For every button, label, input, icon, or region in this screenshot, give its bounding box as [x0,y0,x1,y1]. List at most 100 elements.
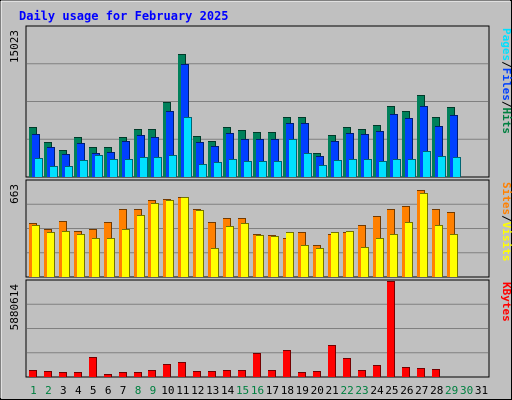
bar [259,161,267,177]
bar-fill [137,135,145,177]
bar [316,248,324,277]
bar [223,370,231,377]
bar [376,238,384,277]
bar [122,229,130,277]
legend-entry: Sites [500,182,512,215]
bar-fill [271,139,279,177]
bar [438,156,446,177]
bar [229,159,237,177]
bar-fill [62,154,70,177]
bar [196,210,204,277]
bar-fill [92,238,100,277]
bar [199,164,207,177]
x-tick-label: 14 [221,384,235,397]
legend-entry: Hits [500,108,512,135]
x-tick-label: 31 [475,384,488,397]
bar-fill [256,235,264,277]
bar [62,231,70,277]
bar [92,238,100,277]
bar-fill [151,203,159,277]
bar [169,155,177,177]
bar-fill [376,131,384,177]
bar-fill [274,161,282,177]
bar-fill [226,226,234,277]
bar-fill [346,133,354,177]
bar-fill [74,372,82,377]
bar [361,247,369,277]
bar-fill [89,357,97,377]
bar-fill [417,368,425,377]
panel-visits-max-label: 663 [8,184,21,204]
bar-fill [226,133,234,177]
series-kbytes [29,281,440,377]
x-tick-label: 1 [30,384,37,397]
x-tick-label: 7 [120,384,127,397]
bar-fill [50,166,58,177]
bar-fill [402,367,410,377]
x-tick-label: 10 [161,384,174,397]
bar-fill [453,157,461,177]
bar [289,139,297,177]
bar-fill [169,155,177,177]
bar-fill [334,160,342,177]
bar [29,370,37,377]
bar [298,372,306,377]
bar [211,248,219,277]
bar [134,372,142,377]
x-tick-label: 21 [326,384,339,397]
bar-fill [405,222,413,277]
x-tick-label: 6 [105,384,112,397]
bar-fill [229,159,237,177]
x-axis-labels: 1 2 3 4 5 6 7 8 9 10 11 12 13 14 15 16 17 18 19 20 21 22 23 24 2… [30,384,488,397]
bar [304,153,312,177]
bar-fill [181,197,189,277]
bar [119,372,127,377]
bar [166,200,174,277]
bar-fill [47,232,55,277]
bar-fill [423,151,431,177]
bar-fill [107,238,115,277]
bar-fill [343,358,351,377]
legend-entry: / [500,101,512,108]
bar-fill [47,147,55,177]
bar-fill [361,247,369,277]
bar-fill [241,223,249,277]
x-tick-label: 24 [370,384,384,397]
bar-fill [65,166,73,177]
bar-fill [438,156,446,177]
bar [214,162,222,177]
bar-fill [408,159,416,177]
bar-fill [450,234,458,277]
x-tick-label: 12 [191,384,204,397]
bar [104,374,112,377]
x-tick-label: 28 [430,384,443,397]
bar-fill [331,232,339,277]
x-tick-label: 20 [311,384,324,397]
bar-fill [420,193,428,277]
bar [390,234,398,277]
bar [256,235,264,277]
bar-fill [95,155,103,177]
bar-fill [241,139,249,177]
bar-fill [256,139,264,177]
bar [301,245,309,277]
bar-fill [361,134,369,177]
bar-fill [166,111,174,177]
bar [77,234,85,277]
legend-entry: / [500,61,512,68]
bar-fill [80,160,88,177]
x-tick-label: 30 [460,384,473,397]
bar [393,159,401,177]
bar-fill [104,374,112,377]
bar-fill [393,159,401,177]
bar-fill [420,106,428,177]
legend-entry: Pages [500,28,512,61]
bar-fill [208,371,216,377]
bar-fill [110,159,118,177]
x-tick-label: 23 [355,384,368,397]
legend-entry: Visits [500,222,512,262]
bar [35,158,43,177]
bar [44,371,52,377]
bar-fill [289,139,297,177]
